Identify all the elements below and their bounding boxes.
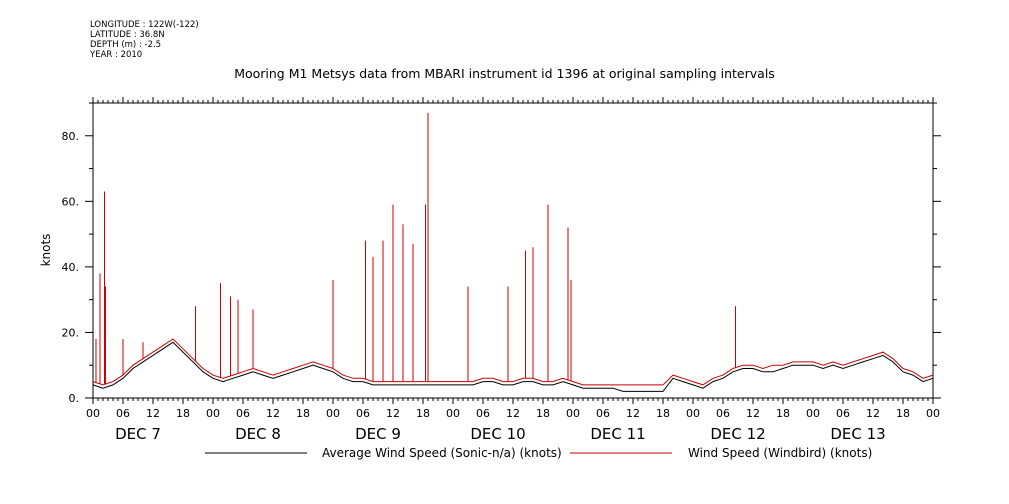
- axis-ticks: 00 06 12 18 00 06 12 18 00 06 12 18 00 06 12 18 00 06 12 18…: [62, 97, 941, 443]
- metadata-block: LONGITUDE : 122W(-122) LATITUDE : 36.8N …: [90, 20, 199, 60]
- x-day-label: DEC 13: [830, 425, 885, 443]
- legend-label-average: Average Wind Speed (Sonic-n/a) (knots): [322, 446, 562, 460]
- legend-label-windbird: Wind Speed (Windbird) (knots): [688, 446, 872, 460]
- x-tick-label: 06: [716, 407, 730, 420]
- x-tick-label: 06: [356, 407, 370, 420]
- x-tick-label: 06: [836, 407, 850, 420]
- x-tick-label: 00: [206, 407, 220, 420]
- year-text: YEAR : 2010: [90, 50, 143, 60]
- series-layer: [92, 112, 934, 392]
- x-tick-label: 12: [866, 407, 880, 420]
- series-line-average: [92, 341, 934, 392]
- y-tick-label: 40.: [62, 261, 80, 274]
- x-day-label: DEC 10: [470, 425, 525, 443]
- chart-title: Mooring M1 Metsys data from MBARI instru…: [234, 66, 775, 81]
- x-tick-label: 18: [896, 407, 910, 420]
- x-tick-label: 00: [806, 407, 820, 420]
- x-tick-label: 00: [566, 407, 580, 420]
- y-tick-label: 20.: [62, 326, 80, 339]
- y-tick-label: 60.: [62, 195, 80, 208]
- x-day-label: DEC 12: [710, 425, 765, 443]
- latitude-text: LATITUDE : 36.8N: [90, 30, 165, 40]
- x-tick-label: 00: [686, 407, 700, 420]
- x-tick-label: 00: [926, 407, 940, 420]
- x-day-label: DEC 7: [115, 425, 161, 443]
- x-tick-label: 18: [416, 407, 430, 420]
- x-tick-label: 12: [746, 407, 760, 420]
- y-axis-label: knots: [39, 234, 53, 267]
- x-tick-label: 18: [536, 407, 550, 420]
- x-tick-label: 00: [326, 407, 340, 420]
- longitude-text: LONGITUDE : 122W(-122): [90, 20, 199, 30]
- plot-frame: [92, 102, 934, 399]
- x-tick-label: 00: [86, 407, 100, 420]
- legend: Average Wind Speed (Sonic-n/a) (knots) W…: [205, 446, 872, 460]
- x-tick-label: 06: [596, 407, 610, 420]
- x-tick-label: 18: [176, 407, 190, 420]
- x-tick-label: 12: [506, 407, 520, 420]
- x-tick-label: 18: [656, 407, 670, 420]
- y-tick-label: 80.: [62, 130, 80, 143]
- y-tick-label: 0.: [69, 392, 80, 405]
- x-tick-label: 12: [626, 407, 640, 420]
- x-day-label: DEC 11: [590, 425, 645, 443]
- x-tick-label: 06: [116, 407, 130, 420]
- x-tick-label: 12: [386, 407, 400, 420]
- x-tick-label: 18: [776, 407, 790, 420]
- x-tick-label: 12: [266, 407, 280, 420]
- x-day-label: DEC 8: [235, 425, 281, 443]
- series-line-windbird: [92, 338, 934, 386]
- x-tick-label: 06: [236, 407, 250, 420]
- x-tick-label: 00: [446, 407, 460, 420]
- plot-border: [92, 102, 934, 399]
- x-tick-label: 12: [146, 407, 160, 420]
- x-day-label: DEC 9: [355, 425, 401, 443]
- depth-text: DEPTH (m) : -2.5: [90, 40, 162, 50]
- x-tick-label: 06: [476, 407, 490, 420]
- x-tick-label: 18: [296, 407, 310, 420]
